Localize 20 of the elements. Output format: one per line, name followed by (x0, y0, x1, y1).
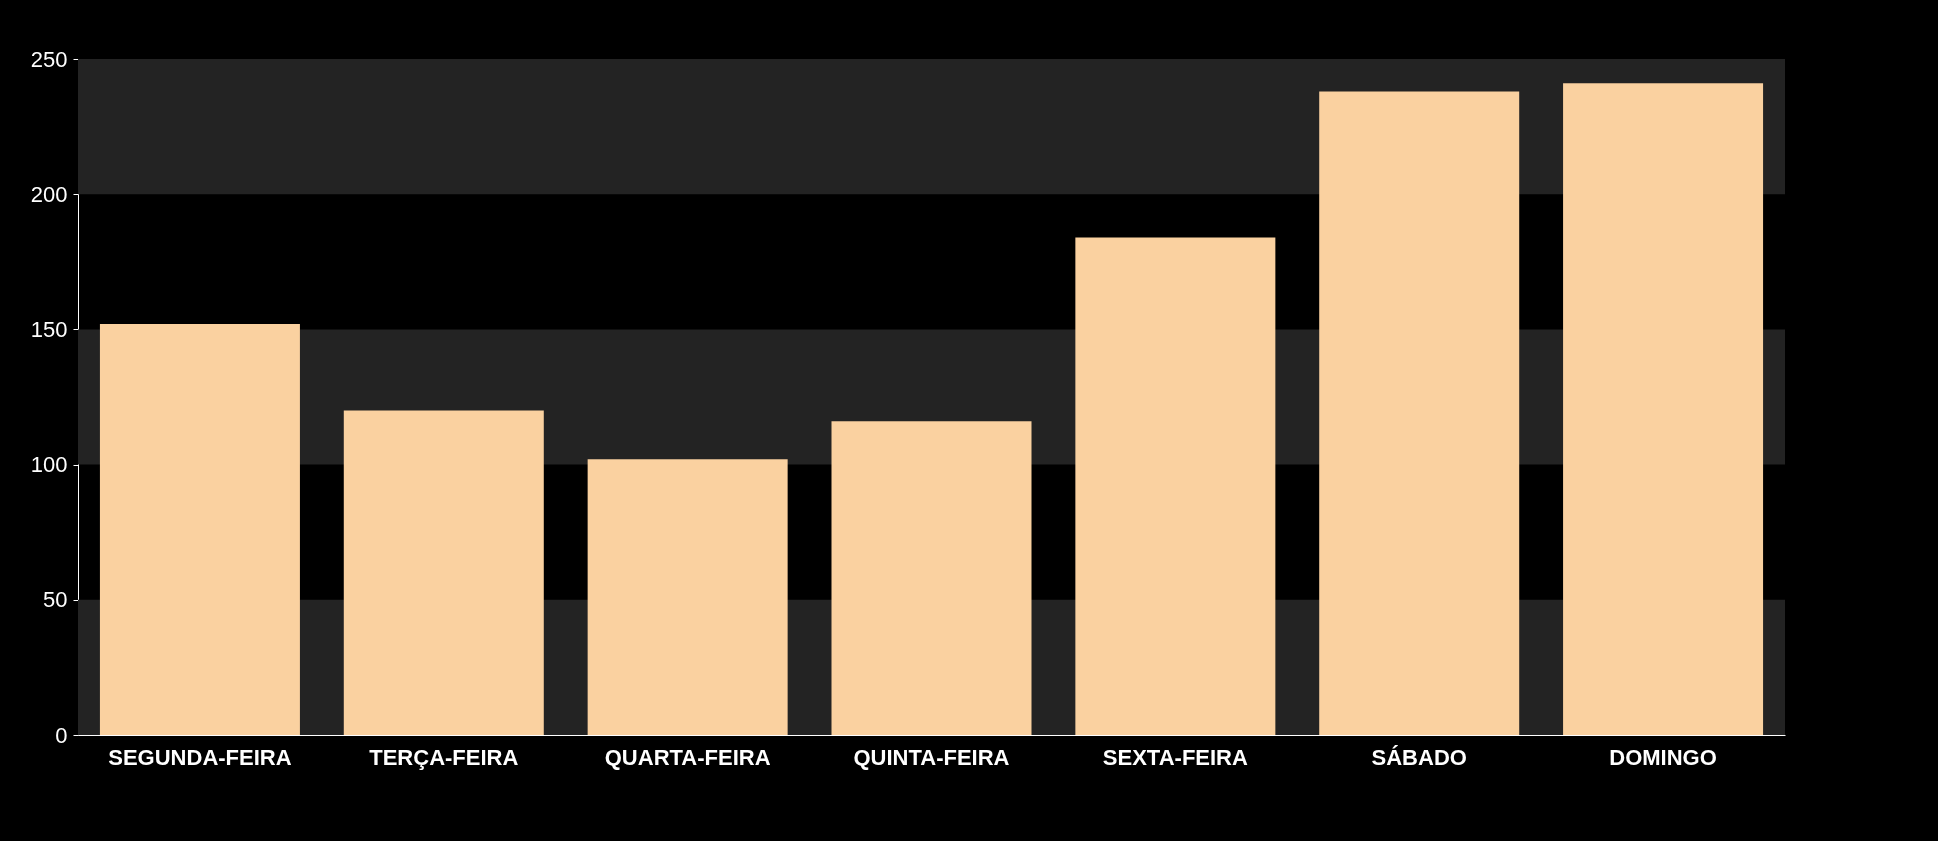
bar (1075, 237, 1276, 735)
bar (831, 421, 1032, 735)
y-tick-label: 0 (55, 722, 68, 748)
bar (1563, 83, 1764, 735)
y-tick-label: 150 (30, 316, 68, 342)
y-tick-label: 100 (30, 452, 68, 478)
bar (99, 323, 300, 735)
x-tick-label: SEXTA-FEIRA (1102, 744, 1248, 770)
y-tick-label: 200 (30, 181, 68, 207)
bar (343, 410, 544, 735)
x-tick-label: QUARTA-FEIRA (604, 744, 771, 770)
x-tick-label: QUINTA-FEIRA (853, 744, 1010, 770)
x-tick-label: SÁBADO (1371, 744, 1467, 770)
bar (1319, 91, 1520, 735)
x-tick-label: SEGUNDA-FEIRA (108, 744, 292, 770)
bar (587, 459, 788, 735)
x-tick-label: TERÇA-FEIRA (369, 744, 519, 770)
x-tick-label: DOMINGO (1609, 744, 1717, 770)
y-tick-label: 50 (43, 587, 68, 613)
y-tick-label: 250 (30, 46, 68, 72)
